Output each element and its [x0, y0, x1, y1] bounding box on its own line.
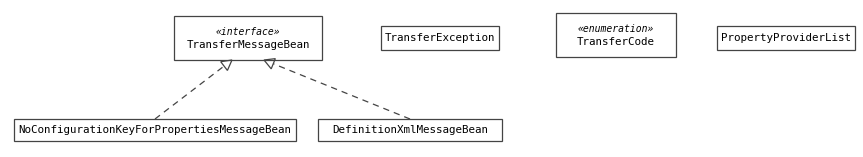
Text: NoConfigurationKeyForPropertiesMessageBean: NoConfigurationKeyForPropertiesMessageBe…	[18, 125, 292, 135]
Text: DefinitionXmlMessageBean: DefinitionXmlMessageBean	[332, 125, 488, 135]
Text: TransferMessageBean: TransferMessageBean	[186, 40, 310, 50]
Bar	[556, 13, 676, 57]
Bar	[381, 26, 499, 50]
Text: «enumeration»: «enumeration»	[578, 24, 654, 34]
Bar	[717, 26, 855, 50]
Text: TransferException: TransferException	[385, 33, 495, 43]
Text: «interface»: «interface»	[216, 27, 280, 37]
Bar	[318, 119, 502, 141]
Text: TransferCode: TransferCode	[577, 37, 655, 47]
Bar	[174, 16, 322, 60]
Bar	[14, 119, 296, 141]
Text: PropertyProviderList: PropertyProviderList	[721, 33, 851, 43]
